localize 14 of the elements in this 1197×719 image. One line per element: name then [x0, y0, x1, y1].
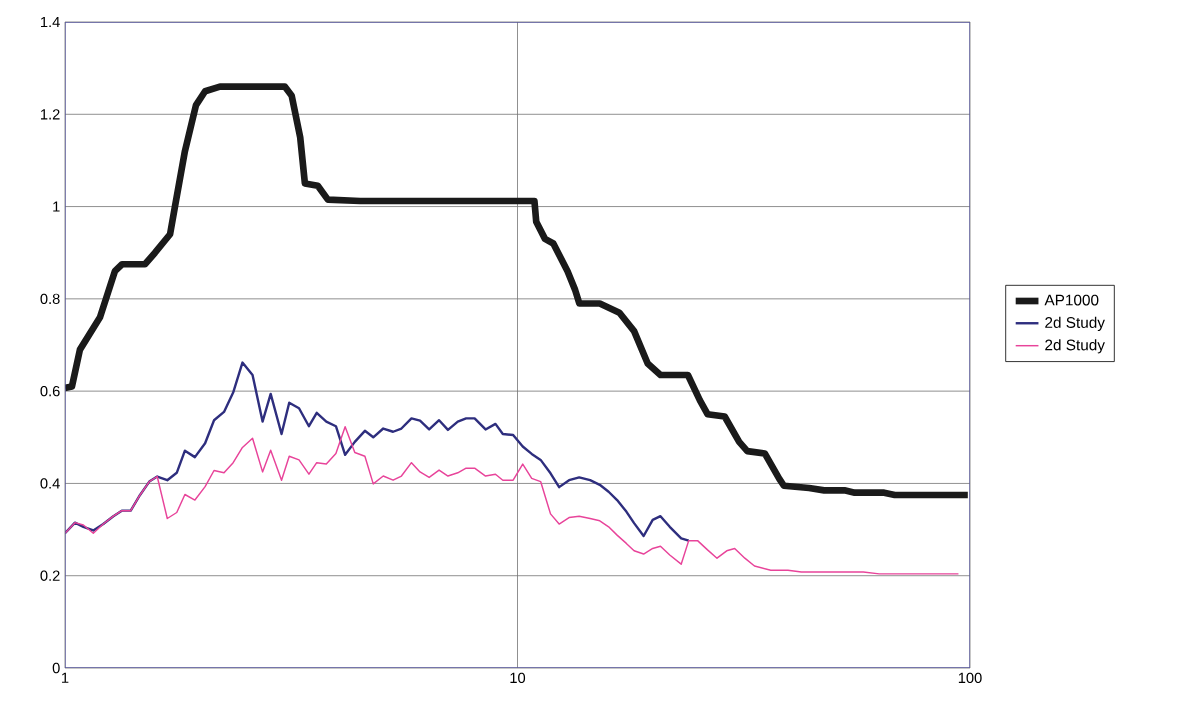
y-tick-label: 0 — [52, 662, 60, 674]
y-tick-label: 1.4 — [41, 16, 60, 28]
legend-label: 2d Study — [1045, 339, 1105, 354]
y-tick-label: 1.2 — [41, 109, 60, 120]
y-tick-label: 1 — [53, 201, 60, 212]
y-tick-label: 0.8 — [40, 293, 60, 305]
y-tick-label: 0.2 — [40, 570, 60, 581]
legend-label: AP1000 — [1044, 294, 1099, 306]
y-tick-label: 0.4 — [40, 478, 60, 489]
y-tick-label: 0.6 — [40, 385, 60, 397]
x-tick-label: 100 — [958, 672, 982, 684]
legend-label: 2d Study — [1045, 316, 1105, 331]
x-tick-label: 10 — [510, 672, 526, 684]
x-tick-label: 1 — [62, 672, 69, 683]
